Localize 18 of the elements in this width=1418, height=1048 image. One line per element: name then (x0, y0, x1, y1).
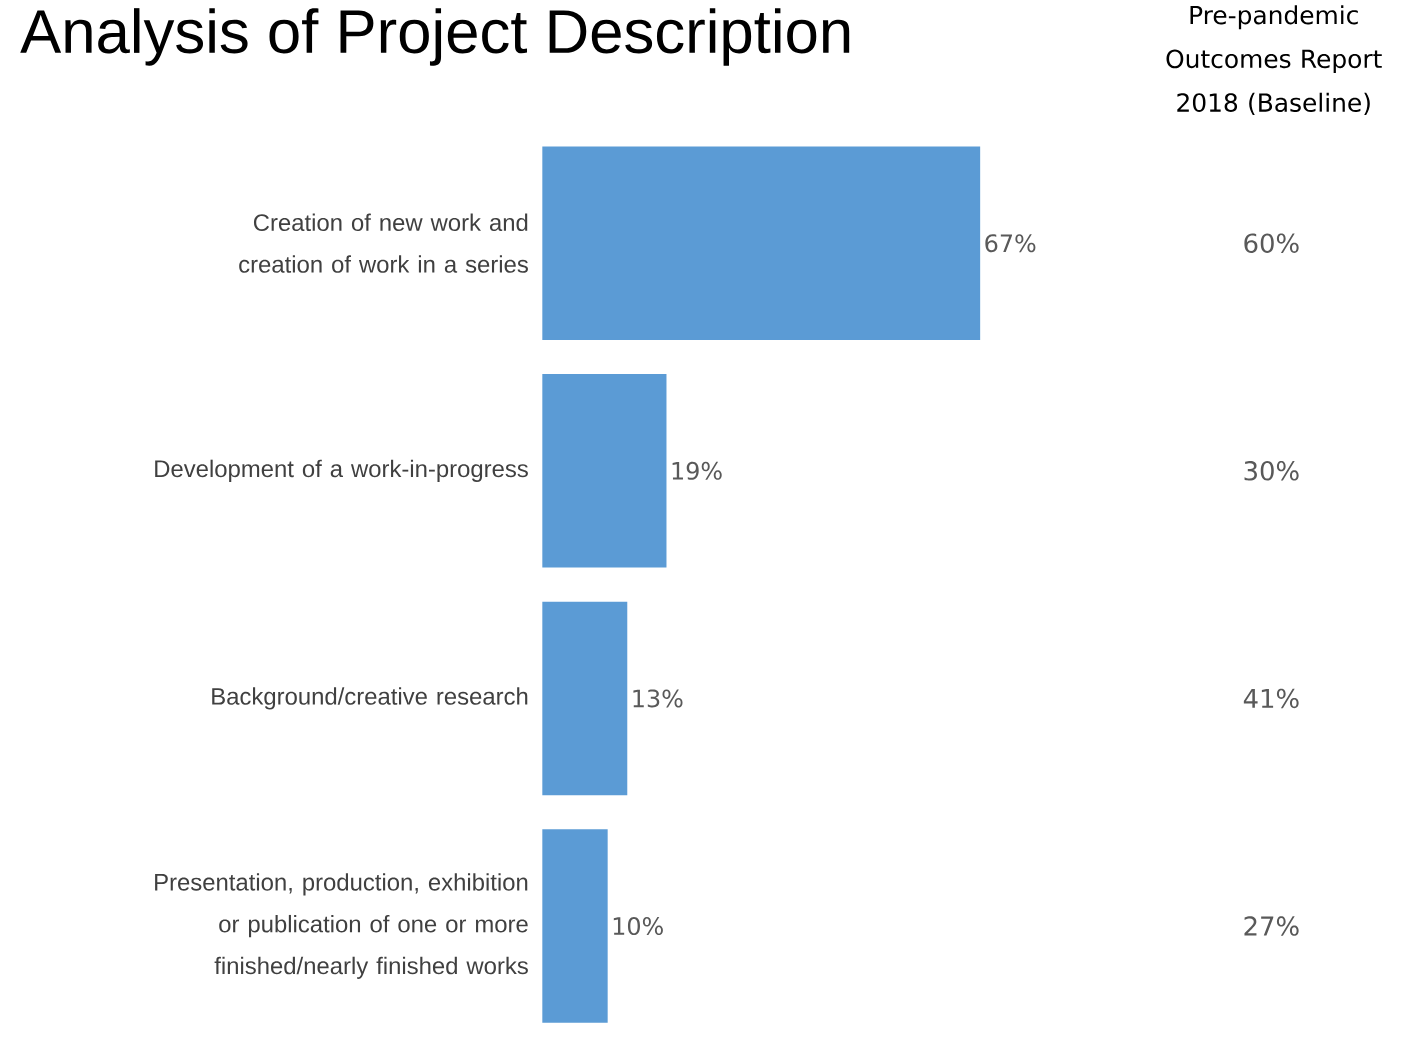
y-tick-label: Development of a work-in-progress (155, 459, 528, 483)
bar (542, 829, 608, 1023)
y-tick-label: Creation of new work and creation of work in a series (239, 213, 528, 273)
text: 30% (1244, 461, 1299, 481)
bar (542, 374, 667, 568)
data-label: 10% (613, 917, 663, 936)
data-label: 13% (633, 689, 683, 708)
bar (542, 601, 628, 796)
data-label: 19% (672, 461, 722, 480)
text: Pre-pandemic Outcomes Report 2018 (Baseline) (1166, 5, 1382, 115)
y-tick-label: Presentation, production, exhibition or publication of one or more finished/nearly finished works (155, 873, 528, 980)
text: 60% (1244, 233, 1299, 254)
y-tick-label: Background/creative research (212, 687, 528, 710)
text: 41% (1243, 688, 1299, 709)
chart-title: Analysis of Project Description (20, 8, 850, 66)
text: 27% (1244, 916, 1299, 936)
data-label: 67% (985, 234, 1036, 253)
bar (542, 146, 981, 340)
